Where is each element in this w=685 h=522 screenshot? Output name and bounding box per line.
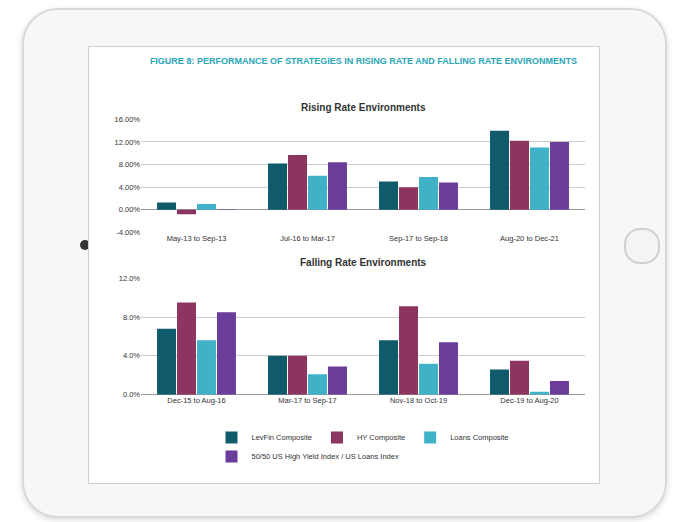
svg-text:50/50 US High Yield Index / US: 50/50 US High Yield Index / US Loans Ind… <box>252 452 399 461</box>
svg-text:16.00%: 16.00% <box>115 115 141 124</box>
svg-text:4.00%: 4.00% <box>119 183 141 192</box>
svg-text:Dec-15 to Aug-16: Dec-15 to Aug-16 <box>167 396 225 405</box>
svg-text:Dec-19 to Aug-20: Dec-19 to Aug-20 <box>500 396 558 405</box>
svg-text:HY Composite: HY Composite <box>357 433 405 442</box>
svg-text:12.00%: 12.00% <box>115 138 141 147</box>
svg-text:-4.00%: -4.00% <box>116 228 140 237</box>
svg-text:8.00%: 8.00% <box>119 160 141 169</box>
svg-text:Rising Rate Environments: Rising Rate Environments <box>301 102 426 113</box>
svg-text:Sep-17 to Sep-18: Sep-17 to Sep-18 <box>389 234 448 243</box>
svg-text:Nov-18 to Oct-19: Nov-18 to Oct-19 <box>390 396 447 405</box>
svg-text:LevFin Composite: LevFin Composite <box>252 433 312 442</box>
svg-text:0.0%: 0.0% <box>123 390 140 399</box>
svg-text:4.0%: 4.0% <box>123 351 140 360</box>
svg-text:Mar-17 to Sep-17: Mar-17 to Sep-17 <box>278 396 336 405</box>
svg-text:Loans Composite: Loans Composite <box>450 433 508 442</box>
svg-text:0.00%: 0.00% <box>119 205 141 214</box>
svg-text:Aug-20 to Dec-21: Aug-20 to Dec-21 <box>500 234 559 243</box>
svg-text:8.0%: 8.0% <box>123 313 140 322</box>
svg-text:12.0%: 12.0% <box>119 274 141 283</box>
svg-text:Jul-16 to Mar-17: Jul-16 to Mar-17 <box>280 234 335 243</box>
svg-text:Falling Rate Environments: Falling Rate Environments <box>300 257 427 268</box>
svg-text:FIGURE 8: PERFORMANCE OF STRAT: FIGURE 8: PERFORMANCE OF STRATEGIES IN R… <box>150 56 577 66</box>
svg-text:May-13 to Sep-13: May-13 to Sep-13 <box>167 234 227 243</box>
